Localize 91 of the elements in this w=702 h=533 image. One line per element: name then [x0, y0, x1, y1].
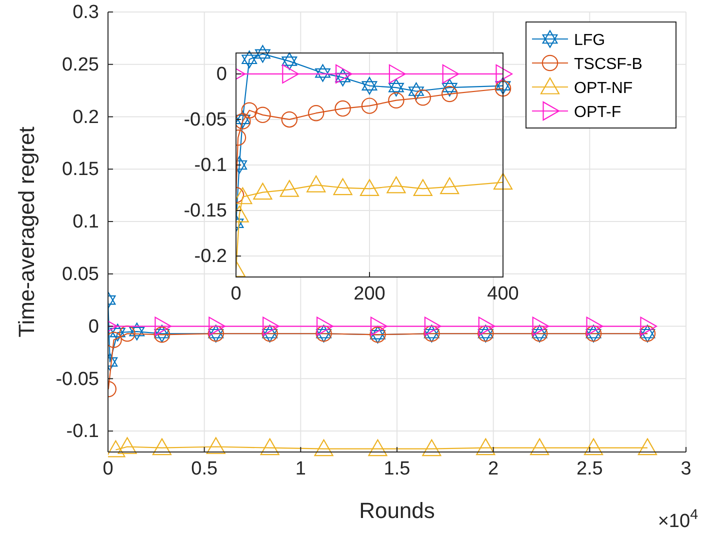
point — [262, 316, 280, 336]
point — [282, 52, 298, 70]
point — [253, 182, 272, 200]
point — [280, 180, 299, 197]
point — [281, 111, 298, 128]
legend-label: OPT-NF — [574, 80, 633, 97]
point — [638, 438, 658, 456]
point — [241, 102, 258, 118]
point — [388, 64, 406, 84]
point — [584, 438, 604, 456]
point — [496, 64, 513, 84]
point — [255, 45, 270, 63]
point — [422, 439, 442, 456]
y-tick-label: 0.3 — [72, 2, 99, 24]
point — [440, 177, 460, 194]
y-tick-label: -0.15 — [184, 200, 227, 222]
x-tick-label: 1 — [295, 458, 306, 480]
legend-label: OPT-F — [574, 104, 622, 121]
x-tick-label: 1.5 — [384, 458, 410, 480]
point — [206, 437, 226, 454]
x-tick-label: 0 — [230, 283, 242, 304]
point — [424, 316, 442, 336]
y-axis-title: Time-averaged regret — [14, 126, 39, 338]
point — [282, 64, 299, 84]
point — [530, 438, 550, 456]
point — [442, 64, 460, 84]
point — [336, 64, 352, 84]
point — [236, 110, 250, 128]
point — [335, 68, 350, 86]
point — [478, 316, 496, 336]
y-tick-label: -0.05 — [184, 110, 227, 131]
point — [119, 326, 136, 342]
point — [306, 175, 326, 192]
x-tick-label: 3 — [680, 458, 692, 480]
x-tick-label: 0.5 — [191, 458, 218, 480]
y-tick-label: 0.15 — [62, 159, 99, 180]
point — [152, 438, 172, 456]
point — [316, 316, 334, 336]
y-tick-label: 0.05 — [62, 264, 99, 285]
x-tick-label: 2.5 — [576, 458, 603, 480]
point — [129, 322, 145, 340]
point — [333, 178, 352, 196]
y-tick-label: 0.1 — [72, 212, 99, 233]
legend-label: LFG — [574, 32, 606, 49]
point — [640, 316, 658, 336]
x-tick-label: 2 — [488, 458, 499, 480]
point — [441, 86, 458, 102]
point — [236, 113, 251, 130]
point — [208, 316, 226, 336]
point — [388, 92, 404, 108]
point — [254, 106, 271, 124]
point — [408, 82, 424, 100]
point — [442, 78, 458, 96]
point — [386, 176, 406, 194]
x-tick-label: 0 — [102, 458, 114, 480]
point — [260, 438, 280, 456]
point — [368, 439, 388, 456]
point — [414, 90, 432, 106]
legend-label: TSCSF-B — [574, 56, 642, 73]
point — [360, 179, 380, 196]
y-tick-label: -0.1 — [66, 421, 99, 442]
point — [242, 50, 258, 68]
point — [315, 64, 330, 82]
y-tick-label: -0.05 — [56, 368, 99, 390]
y-tick-label: 0.2 — [72, 106, 99, 128]
point — [361, 98, 378, 114]
point — [334, 100, 351, 117]
point — [370, 316, 388, 336]
point — [495, 76, 511, 95]
point — [308, 104, 324, 122]
y-tick-label: -0.2 — [194, 246, 227, 268]
point — [494, 80, 512, 97]
point — [154, 316, 172, 336]
point — [314, 439, 334, 456]
point — [388, 78, 404, 96]
y-tick-label: 0.25 — [62, 54, 99, 76]
point — [413, 179, 432, 196]
point — [586, 316, 604, 336]
point — [110, 324, 126, 342]
point — [476, 438, 496, 456]
y-tick-label: -0.1 — [194, 155, 227, 176]
x-tick-label: 200 — [354, 283, 386, 304]
point — [532, 316, 550, 336]
x-axis-title: Rounds — [359, 498, 435, 523]
point — [362, 76, 378, 95]
point — [493, 172, 513, 190]
point — [118, 437, 137, 454]
text: ×10$^{4}$ — [658, 507, 698, 532]
x-tick-label: 400 — [487, 283, 519, 304]
y-tick-label: 0 — [216, 64, 227, 86]
y-tick-label: 0 — [88, 316, 99, 338]
